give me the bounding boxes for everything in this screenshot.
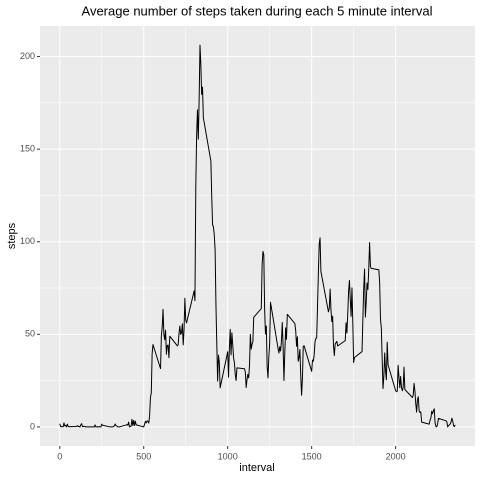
data-line [59, 44, 456, 428]
x-tick-label: 2000 [386, 451, 406, 461]
y-tick-label: 100 [20, 236, 35, 246]
y-tick-label: 200 [20, 51, 35, 61]
x-axis-label: interval [239, 462, 274, 474]
x-tick-label: 1500 [302, 451, 322, 461]
x-tick-label: 1000 [218, 451, 238, 461]
y-tick-label: 0 [30, 421, 35, 431]
y-tick-label: 50 [25, 329, 35, 339]
x-tick-label: 500 [136, 451, 151, 461]
y-tick-label: 150 [20, 144, 35, 154]
y-axis-label: steps [6, 222, 18, 249]
chart-title: Average number of steps taken during eac… [82, 3, 433, 18]
plot-background [40, 26, 475, 446]
x-tick-label: 0 [57, 451, 62, 461]
